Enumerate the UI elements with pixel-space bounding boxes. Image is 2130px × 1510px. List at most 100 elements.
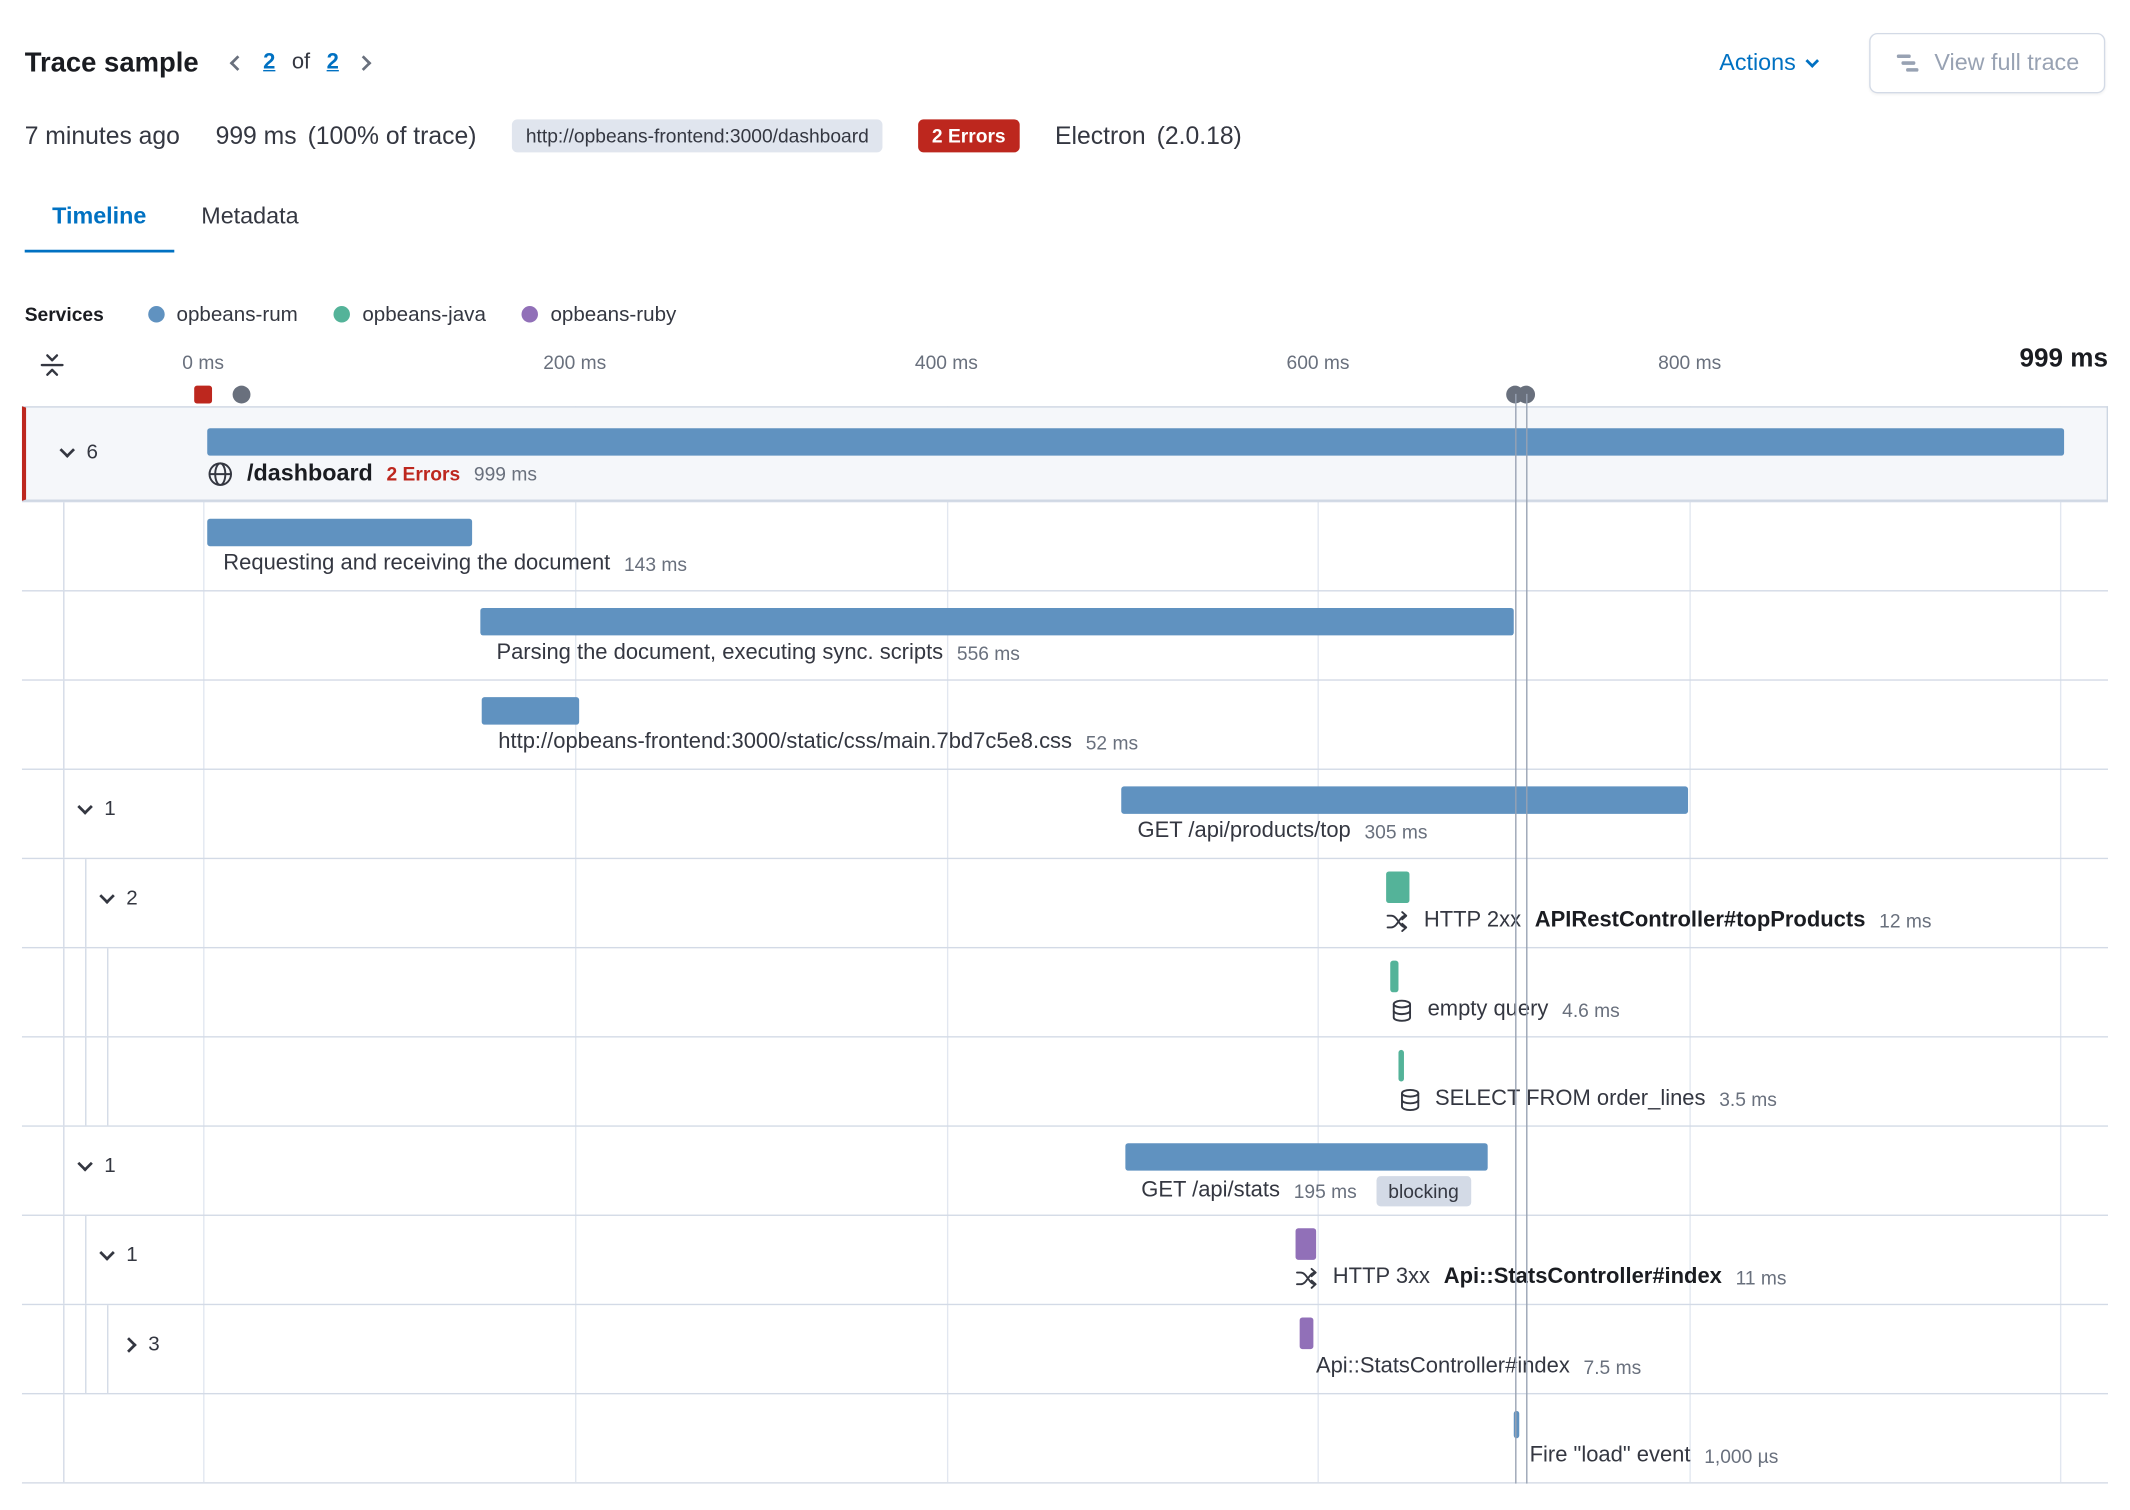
- chevron-down-icon: [77, 1156, 93, 1172]
- header: Trace sample 2 of 2 Actions View full tr…: [0, 0, 2130, 94]
- waterfall-row[interactable]: 6/dashboard 2 Errors 999 ms: [21, 406, 2109, 501]
- waterfall-row[interactable]: empty query 4.6 ms: [21, 946, 2109, 1037]
- view-full-trace-button[interactable]: View full trace: [1869, 32, 2106, 94]
- waterfall-row[interactable]: 1 HTTP 3xx Api::StatsController#index 11 ms: [21, 1214, 2109, 1304]
- view-full-trace-label: View full trace: [1934, 49, 2080, 76]
- page-title: Trace sample: [24, 47, 199, 78]
- item-name: /dashboard: [247, 459, 373, 486]
- indent-guide: [85, 1305, 87, 1393]
- trace-summary: 7 minutes ago 999 ms (100% of trace) htt…: [0, 115, 2130, 156]
- waterfall-row[interactable]: Fire "load" event 1,000 µs: [21, 1392, 2109, 1483]
- waterfall-bar[interactable]: [1124, 1143, 1488, 1171]
- tabs: Timeline Metadata: [0, 189, 2130, 252]
- database-icon: [1398, 1088, 1421, 1111]
- collapse-timeline-icon[interactable]: [38, 351, 65, 383]
- waterfall-bar[interactable]: [1386, 871, 1410, 904]
- error-count-label: 2 Errors: [386, 462, 461, 485]
- indent-guide: [63, 769, 65, 858]
- blocking-badge: blocking: [1375, 1176, 1472, 1207]
- item-name: Api::StatsController#index: [1315, 1354, 1570, 1378]
- globe-icon: [207, 460, 233, 486]
- waterfall-bar[interactable]: [1390, 960, 1400, 993]
- tab-timeline[interactable]: Timeline: [25, 189, 174, 252]
- chevron-down-icon: [99, 888, 115, 904]
- expand-toggle-button[interactable]: 3: [121, 1333, 160, 1356]
- waterfall-bar[interactable]: [1397, 1049, 1405, 1082]
- merge-icon: [1387, 909, 1410, 932]
- chevron-left-icon: [230, 55, 246, 71]
- indent-guide: [107, 1037, 109, 1126]
- item-name: http://opbeans-frontend:3000/static/css/…: [498, 730, 1073, 754]
- expand-toggle-button[interactable]: 1: [99, 1243, 138, 1267]
- waterfall-row[interactable]: 2 HTTP 2xx APIRestController#topProducts 12…: [21, 857, 2109, 947]
- item-duration: 999 ms: [473, 462, 537, 485]
- waterfall-bar[interactable]: [479, 607, 1514, 636]
- trace-waterfall-icon: [1896, 51, 1921, 76]
- waterfall-item-label: /dashboard 2 Errors 999 ms: [207, 460, 537, 487]
- agent-mark-icon[interactable]: [233, 385, 252, 404]
- waterfall-item-label: Parsing the document, executing sync. sc…: [496, 641, 1019, 666]
- waterfall-bar[interactable]: [206, 518, 473, 547]
- service-color-dot: [333, 306, 350, 323]
- gridline: [574, 406, 577, 1483]
- expand-toggle-button[interactable]: 1: [77, 1154, 116, 1178]
- waterfall-row[interactable]: Requesting and receiving the document 143…: [21, 500, 2109, 591]
- indent-guide: [85, 948, 87, 1037]
- chevron-right-icon: [356, 55, 373, 71]
- waterfall-row[interactable]: Parsing the document, executing sync. sc…: [21, 590, 2109, 680]
- waterfall-bar[interactable]: [1121, 786, 1688, 814]
- load-event-mark-icon[interactable]: [1517, 385, 1536, 404]
- waterfall-item-label: empty query 4.6 ms: [1391, 998, 1620, 1023]
- waterfall-bar[interactable]: [1513, 1410, 1519, 1439]
- actions-label: Actions: [1719, 49, 1796, 76]
- item-duration: 11 ms: [1735, 1266, 1787, 1289]
- waterfall-item-label: HTTP 2xx APIRestController#topProducts 12 …: [1387, 908, 1931, 934]
- gridline: [946, 406, 948, 1483]
- waterfall-bar[interactable]: [481, 697, 579, 725]
- indent-guide: [63, 948, 65, 1037]
- expand-toggle-button[interactable]: 1: [77, 797, 116, 821]
- item-duration: 7.5 ms: [1583, 1355, 1642, 1378]
- transaction-url-badge[interactable]: http://opbeans-frontend:3000/dashboard: [512, 119, 883, 153]
- gridline: [2059, 406, 2061, 1483]
- indent-guide: [63, 1215, 65, 1304]
- indent-guide: [63, 591, 65, 680]
- waterfall-item-label: GET /api/products/top 305 ms: [1138, 819, 1428, 844]
- next-sample-button[interactable]: [348, 45, 384, 81]
- actions-menu-button[interactable]: Actions: [1719, 49, 1820, 76]
- gridline: [203, 406, 205, 1483]
- service-color-dot: [521, 306, 539, 323]
- error-marker-icon[interactable]: [194, 385, 213, 404]
- child-count: 1: [104, 1154, 116, 1178]
- child-count: 1: [126, 1243, 138, 1267]
- waterfall-item-label: http://opbeans-frontend:3000/static/css/…: [498, 730, 1138, 755]
- tab-metadata[interactable]: Metadata: [201, 203, 299, 230]
- child-count: 2: [126, 886, 138, 910]
- child-count: 1: [104, 797, 116, 821]
- legend-item-opbeans-ruby: opbeans-ruby: [521, 303, 676, 326]
- total-samples-link[interactable]: 2: [326, 50, 339, 75]
- waterfall-row[interactable]: SELECT FROM order_lines 3.5 ms: [21, 1036, 2109, 1126]
- services-legend: Services opbeans-rum opbeans-java opbean…: [0, 299, 2130, 329]
- prev-sample-button[interactable]: [218, 45, 254, 81]
- expand-toggle-button[interactable]: 6: [59, 441, 98, 464]
- waterfall-row[interactable]: http://opbeans-frontend:3000/static/css/…: [21, 679, 2109, 769]
- merge-icon: [1296, 1266, 1319, 1289]
- waterfall-bar[interactable]: [1295, 1228, 1317, 1260]
- item-duration: 143 ms: [623, 553, 688, 576]
- waterfall-item-label: Api::StatsController#index 7.5 ms: [1316, 1355, 1641, 1380]
- current-sample-link[interactable]: 2: [263, 50, 276, 75]
- indent-guide: [85, 1037, 87, 1126]
- errors-badge[interactable]: 2 Errors: [918, 119, 1020, 153]
- waterfall-bar[interactable]: [207, 428, 2064, 456]
- waterfall-row[interactable]: 1 GET /api/stats 195 ms blocking: [21, 1125, 2109, 1215]
- item-name: Parsing the document, executing sync. sc…: [496, 640, 944, 665]
- item-name: Requesting and receiving the document: [223, 551, 611, 576]
- legend-title: Services: [24, 303, 104, 326]
- waterfall-bar[interactable]: [1299, 1317, 1314, 1350]
- waterfall-row[interactable]: 1 GET /api/products/top 305 ms: [21, 768, 2109, 858]
- expand-toggle-button[interactable]: 2: [99, 886, 138, 910]
- item-name: APIRestController#topProducts: [1534, 908, 1866, 932]
